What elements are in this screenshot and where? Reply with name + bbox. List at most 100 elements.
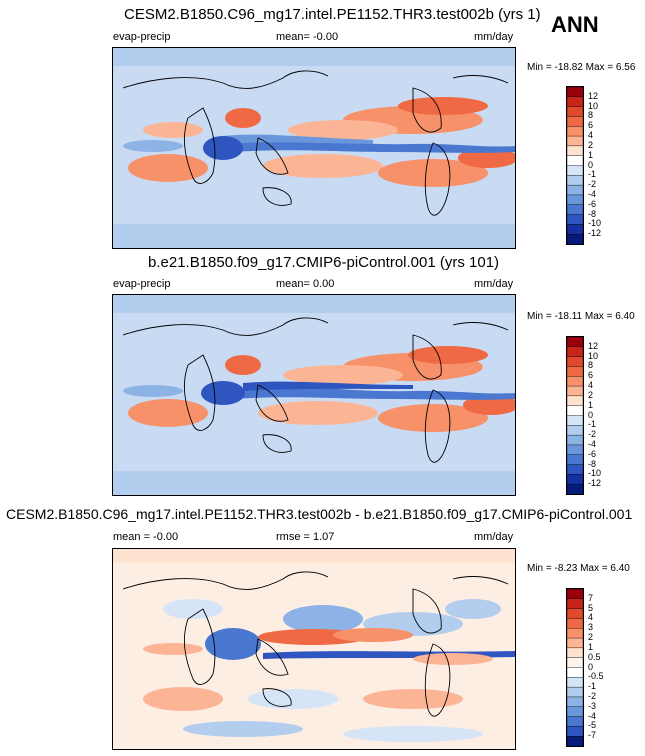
panel-2-mean-label: mean= 0.00 [276,278,335,290]
colorbar-tick-label: 7 [588,592,594,603]
colorbar-tick-label: 1 [588,641,594,652]
colorbar-tick-label: -2 [588,179,597,190]
colorbar-swatch [567,224,583,235]
colorbar-tick-label: 0 [588,409,594,420]
colorbar-tick-label: -10 [588,468,602,479]
colorbar-swatch [567,87,583,98]
panel-2-colorbar [566,336,584,495]
colorbar-tick-label: 4 [588,612,594,623]
colorbar-tick-label: 0.5 [588,651,601,662]
colorbar-swatch [567,637,583,649]
panel-3-colorbar [566,588,584,747]
panel-3-rmse-label: rmse = 1.07 [276,531,335,543]
colorbar-swatch [567,598,583,610]
colorbar-swatch [567,483,583,494]
colorbar-tick-label: -0.5 [588,671,604,682]
colorbar-tick-label: 5 [588,602,594,613]
colorbar-tick-label: 1 [588,149,594,160]
season-label: ANN [551,12,599,37]
panel-1-units-label: mm/day [474,31,514,43]
colorbar-tick-label: -4 [588,710,597,721]
panel-3-units-label: mm/day [474,531,514,543]
colorbar-swatch [567,735,583,746]
colorbar-tick-label: 8 [588,110,594,121]
colorbar-swatch [567,706,583,717]
colorbar-tick-label: -2 [588,429,597,440]
colorbar-tick-label: -3 [588,700,597,711]
colorbar-swatch [567,618,583,629]
colorbar-tick-label: -1 [588,419,597,430]
colorbar-tick-label: 0 [588,661,594,672]
colorbar-swatch [567,175,583,186]
colorbar-tick-label: 2 [588,139,594,150]
panel-1-title: CESM2.B1850.C96_mg17.intel.PE1152.THR3.t… [124,6,541,23]
colorbar-swatch [567,425,583,436]
colorbar-tick-label: 0 [588,159,594,170]
colorbar-swatch [567,716,583,727]
colorbar-swatch [567,184,583,196]
panel-2-map [112,294,516,496]
colorbar-tick-label: -12 [588,228,602,239]
colorbar-tick-label: -4 [588,438,597,449]
colorbar-swatch [567,214,583,225]
colorbar-swatch [567,155,583,166]
colorbar-tick-label: -8 [588,208,597,219]
colorbar-swatch [567,337,583,348]
colorbar-tick-label: -10 [588,218,602,229]
colorbar-swatch [567,628,583,639]
colorbar-swatch [567,385,583,397]
colorbar-swatch [567,376,583,387]
colorbar-swatch [567,647,583,659]
colorbar-tick-label: -1 [588,681,597,692]
colorbar-swatch [567,726,583,737]
colorbar-tick-label: -7 [588,730,597,741]
panel-3-mean-label: mean = -0.00 [113,531,179,543]
colorbar-tick-label: -1 [588,169,597,180]
panel-1-mean-label: mean= -0.00 [276,31,339,43]
colorbar-swatch [567,677,583,688]
colorbar-swatch [567,608,583,619]
colorbar-swatch [567,686,583,698]
colorbar-swatch [567,657,583,668]
panel-1-map [112,47,516,249]
colorbar-tick-label: -4 [588,188,597,199]
panel-1-variable-label: evap-precip [113,31,171,43]
colorbar-swatch [567,116,583,127]
panel-3-title: CESM2.B1850.C96_mg17.intel.PE1152.THR3.t… [6,506,633,522]
colorbar-swatch [567,96,583,108]
colorbar-swatch [567,454,583,465]
colorbar-tick-label: 12 [588,340,599,351]
colorbar-swatch [567,145,583,157]
colorbar-tick-label: 4 [588,130,594,141]
colorbar-swatch [567,444,583,456]
colorbar-swatch [567,667,583,678]
panel-1-minmax: Min = -18.82 Max = 6.56 [527,62,636,73]
colorbar-tick-label: 6 [588,120,594,131]
colorbar-tick-label: 1 [588,399,594,410]
colorbar-swatch [567,434,583,446]
colorbar-swatch [567,194,583,206]
colorbar-swatch [567,464,583,475]
colorbar-swatch [567,405,583,416]
colorbar-tick-label: 6 [588,370,594,381]
colorbar-tick-label: -6 [588,448,597,459]
colorbar-swatch [567,126,583,137]
panel-2-units-label: mm/day [474,278,514,290]
colorbar-tick-label: -8 [588,458,597,469]
colorbar-swatch [567,346,583,358]
colorbar-tick-label: 3 [588,622,594,633]
colorbar-tick-label: -12 [588,478,602,489]
colorbar-tick-label: -6 [588,198,597,209]
panel-1-colorbar [566,86,584,245]
colorbar-tick-label: 2 [588,389,594,400]
colorbar-swatch [567,135,583,147]
panel-2-title: b.e21.B1850.f09_g17.CMIP6-piControl.001 … [148,254,500,271]
panel-2-variable-label: evap-precip [113,278,171,290]
colorbar-swatch [567,204,583,215]
colorbar-tick-label: 4 [588,380,594,391]
colorbar-tick-label: 2 [588,632,594,643]
colorbar-tick-label: 12 [588,90,599,101]
colorbar-swatch [567,356,583,367]
colorbar-swatch [567,106,583,117]
colorbar-swatch [567,395,583,407]
